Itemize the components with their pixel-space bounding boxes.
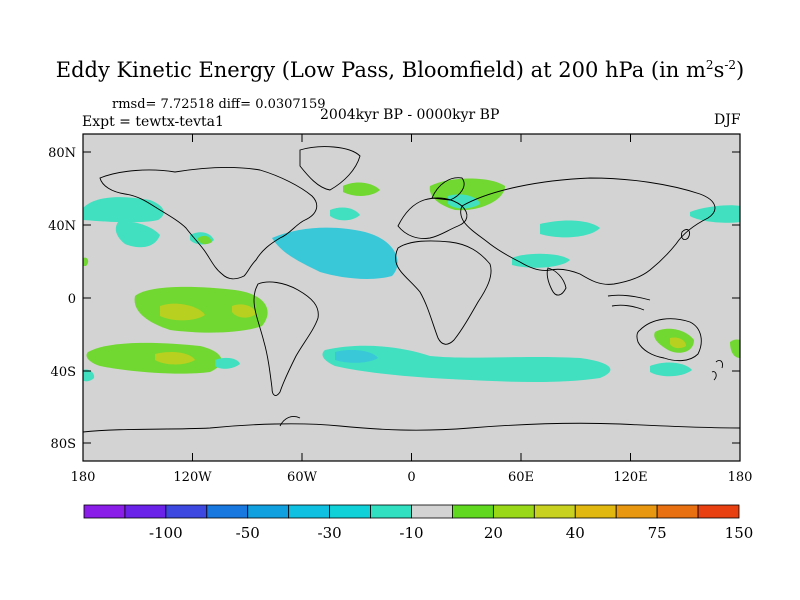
coast-greenland	[299, 146, 361, 191]
stats-label: rmsd= 7.72518 diff= 0.0307159	[112, 97, 326, 112]
colorbar-label: 20	[484, 524, 503, 542]
colorbar-swatch	[452, 504, 494, 519]
colorbar-label: -10	[399, 524, 423, 542]
lat-label-40s: 40S	[51, 365, 76, 380]
anomaly-north-pacific-east	[690, 205, 740, 223]
colorbar-swatch	[83, 504, 126, 519]
anomaly-south-pacific-cyan	[215, 357, 240, 369]
colorbar-label: 75	[648, 524, 667, 542]
anomaly-tropical-pacific-core2	[232, 304, 256, 318]
coast-asia	[460, 177, 716, 285]
lon-label-120e: 120E	[613, 470, 647, 485]
colorbar-swatch	[574, 504, 617, 519]
colorbar-swatch	[697, 504, 740, 519]
lon-label-120w: 120W	[173, 470, 212, 485]
lon-label-180w: 180	[71, 470, 96, 485]
coast-japan	[681, 229, 691, 241]
colorbar-label: 40	[566, 524, 585, 542]
colorbar-swatch	[370, 504, 412, 519]
colorbar-label: 150	[725, 524, 754, 542]
colorbar	[83, 504, 740, 519]
anomaly-n-america-green	[198, 235, 212, 245]
anomaly-australia-core	[670, 337, 686, 349]
colorbar-swatch	[165, 504, 208, 519]
colorbar-label: -50	[236, 524, 260, 542]
colorbar-swatch	[615, 504, 658, 519]
colorbar-swatch	[533, 504, 576, 519]
coast-indonesia	[607, 294, 651, 311]
anomaly-south-pacific-core	[155, 352, 195, 365]
coast-scandinavia	[431, 177, 465, 201]
anomaly-atlantic-cyan	[330, 207, 360, 221]
anomaly-middle-east	[512, 253, 570, 268]
coast-europe	[397, 197, 468, 239]
colorbar-swatch	[288, 504, 331, 519]
coast-antarctica	[83, 422, 740, 433]
coast-australia	[636, 318, 702, 362]
colorbar-swatch	[206, 504, 249, 519]
lat-axis	[83, 151, 740, 444]
colorbar-swatch	[124, 504, 167, 519]
anomaly-north-atlantic	[272, 227, 398, 279]
colorbar-swatch	[656, 504, 699, 519]
coast-south-america	[253, 281, 319, 396]
chart-title: Eddy Kinetic Energy (Low Pass, Bloomfiel…	[55, 58, 745, 82]
anomaly-atlantic-green	[343, 182, 380, 196]
anomaly-scandinavia-cyan	[448, 194, 480, 209]
coast-antarctic-peninsula	[279, 415, 301, 427]
anomaly-central-asia	[540, 220, 600, 238]
colorbar-swatch	[411, 504, 453, 519]
anomaly-pacific-small	[115, 221, 160, 248]
anomaly-tropical-pacific	[134, 286, 268, 333]
coast-new-zealand	[711, 359, 723, 381]
experiment-label: Expt = tewtx-tevta1	[82, 114, 224, 130]
colorbar-labels: -100 -50 -30 -10 20 40 75 150	[149, 524, 753, 542]
colorbar-label: -100	[149, 524, 183, 542]
lat-label-80s: 80S	[51, 437, 76, 452]
anomaly-west-edge	[83, 369, 95, 382]
lat-label-0: 0	[68, 292, 76, 307]
coastlines	[83, 146, 740, 433]
lat-labels: 80N 40N 0 40S 80S	[48, 146, 76, 452]
lon-label-60e: 60E	[508, 470, 534, 485]
lat-label-40n: 40N	[48, 219, 76, 234]
anomaly-dateline-edge	[83, 257, 89, 266]
anomaly-north-pacific	[83, 197, 164, 223]
anomaly-south-atlantic-core	[335, 350, 378, 363]
lon-label-0: 0	[407, 470, 415, 485]
lon-label-60w: 60W	[287, 470, 318, 485]
anomaly-south-pacific	[86, 342, 222, 374]
season-label: DJF	[714, 112, 741, 128]
anomaly-tasman	[650, 362, 692, 377]
lon-label-180e: 180	[728, 470, 753, 485]
anomaly-south-atlantic	[322, 345, 611, 382]
colorbar-label: -30	[318, 524, 342, 542]
period-label: 2004kyr BP - 0000kyr BP	[320, 107, 500, 123]
anomaly-east-edge	[730, 339, 740, 358]
lat-label-80n: 80N	[48, 146, 76, 161]
coast-north-america	[99, 166, 318, 280]
coast-africa	[395, 240, 492, 345]
colorbar-swatch	[247, 504, 290, 519]
lon-axis	[82, 134, 741, 461]
colorbar-swatch	[492, 504, 535, 519]
coast-india	[546, 267, 567, 296]
colorbar-swatch	[329, 504, 371, 519]
anomaly-tropical-pacific-core	[160, 303, 205, 321]
lon-labels: 180 120W 60W 0 60E 120E 180	[71, 470, 753, 485]
